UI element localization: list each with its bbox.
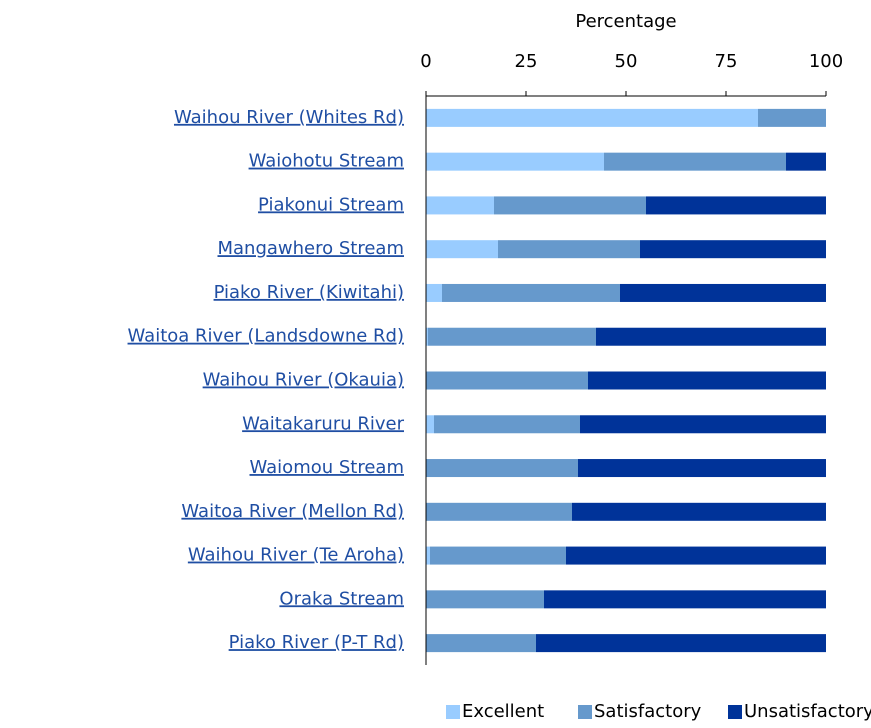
- bar-segment: [426, 546, 430, 565]
- bar-segment: [566, 546, 826, 565]
- bar-segment: [620, 283, 826, 302]
- x-tick-label: 75: [715, 51, 738, 72]
- legend-label: Unsatisfactory: [744, 701, 871, 722]
- bar-segment: [758, 108, 826, 127]
- bar-segment: [426, 240, 498, 259]
- legend-label: Satisfactory: [594, 701, 702, 722]
- category-label[interactable]: Waiomou Stream: [250, 457, 405, 478]
- category-label[interactable]: Waitoa River (Landsdowne Rd): [128, 326, 404, 347]
- bar-segment: [536, 634, 826, 653]
- bar-segment: [442, 283, 620, 302]
- x-tick-label: 100: [809, 51, 843, 72]
- bar-segment: [426, 196, 494, 215]
- bar-segment: [434, 415, 580, 434]
- bar-segment: [578, 459, 826, 478]
- bar-segment: [786, 152, 826, 171]
- bar-segment: [572, 502, 826, 521]
- category-label[interactable]: Piakonui Stream: [258, 194, 404, 215]
- x-tick-label: 25: [515, 51, 538, 72]
- bar-segment: [544, 590, 826, 609]
- category-label[interactable]: Piako River (P-T Rd): [229, 632, 404, 653]
- x-tick-label: 50: [615, 51, 638, 72]
- legend-swatch: [446, 705, 460, 719]
- bar-segment: [646, 196, 826, 215]
- bar-segment: [596, 327, 826, 346]
- category-label[interactable]: Waihou River (Whites Rd): [174, 107, 404, 128]
- bar-segment: [580, 415, 826, 434]
- category-label[interactable]: Waihou River (Te Aroha): [188, 545, 404, 566]
- x-tick-label: 0: [420, 51, 431, 72]
- bar-segment: [430, 546, 566, 565]
- legend-swatch: [728, 705, 742, 719]
- category-label[interactable]: Waihou River (Okauia): [203, 370, 404, 391]
- bar-segment: [604, 152, 786, 171]
- bar-segment: [426, 634, 536, 653]
- bar-segment: [640, 240, 826, 259]
- category-label[interactable]: Mangawhero Stream: [218, 238, 405, 259]
- bar-segment: [426, 459, 578, 478]
- bar-segment: [426, 152, 604, 171]
- category-label[interactable]: Oraka Stream: [279, 588, 404, 609]
- category-label[interactable]: Piako River (Kiwitahi): [214, 282, 404, 303]
- bar-segment: [426, 415, 434, 434]
- bar-segment: [426, 590, 544, 609]
- bar-segment: [498, 240, 640, 259]
- legend-label: Excellent: [462, 701, 544, 722]
- bar-segment: [426, 327, 428, 346]
- bar-segment: [588, 371, 826, 390]
- axis-title: Percentage: [575, 11, 676, 32]
- bar-segment: [426, 108, 758, 127]
- bar-segment: [494, 196, 646, 215]
- bar-segment: [428, 327, 596, 346]
- legend-swatch: [578, 705, 592, 719]
- bar-segment: [426, 371, 588, 390]
- category-label[interactable]: Waitoa River (Mellon Rd): [181, 501, 404, 522]
- bar-segment: [426, 283, 442, 302]
- category-label[interactable]: Waitakaruru River: [242, 413, 404, 434]
- bar-segment: [426, 502, 572, 521]
- category-label[interactable]: Waiohotu Stream: [249, 151, 404, 172]
